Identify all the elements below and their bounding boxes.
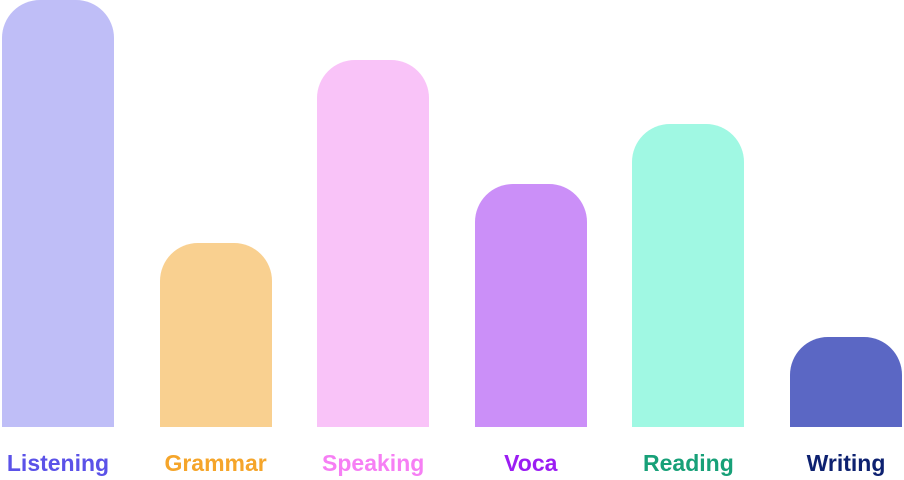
category-label-grammar: Grammar — [164, 450, 267, 476]
bar-writing — [790, 337, 902, 427]
bar-reading — [632, 123, 745, 427]
category-label-speaking: Speaking — [322, 450, 425, 476]
bar-listening — [2, 0, 114, 427]
category-label-voca: Voca — [504, 450, 558, 476]
category-label-listening: Listening — [6, 450, 110, 476]
bar-voca — [474, 183, 587, 427]
bar-grammar — [159, 243, 272, 427]
category-label-writing: Writing — [806, 450, 886, 476]
category-label-reading: Reading — [643, 450, 734, 476]
bar-speaking — [317, 59, 430, 427]
